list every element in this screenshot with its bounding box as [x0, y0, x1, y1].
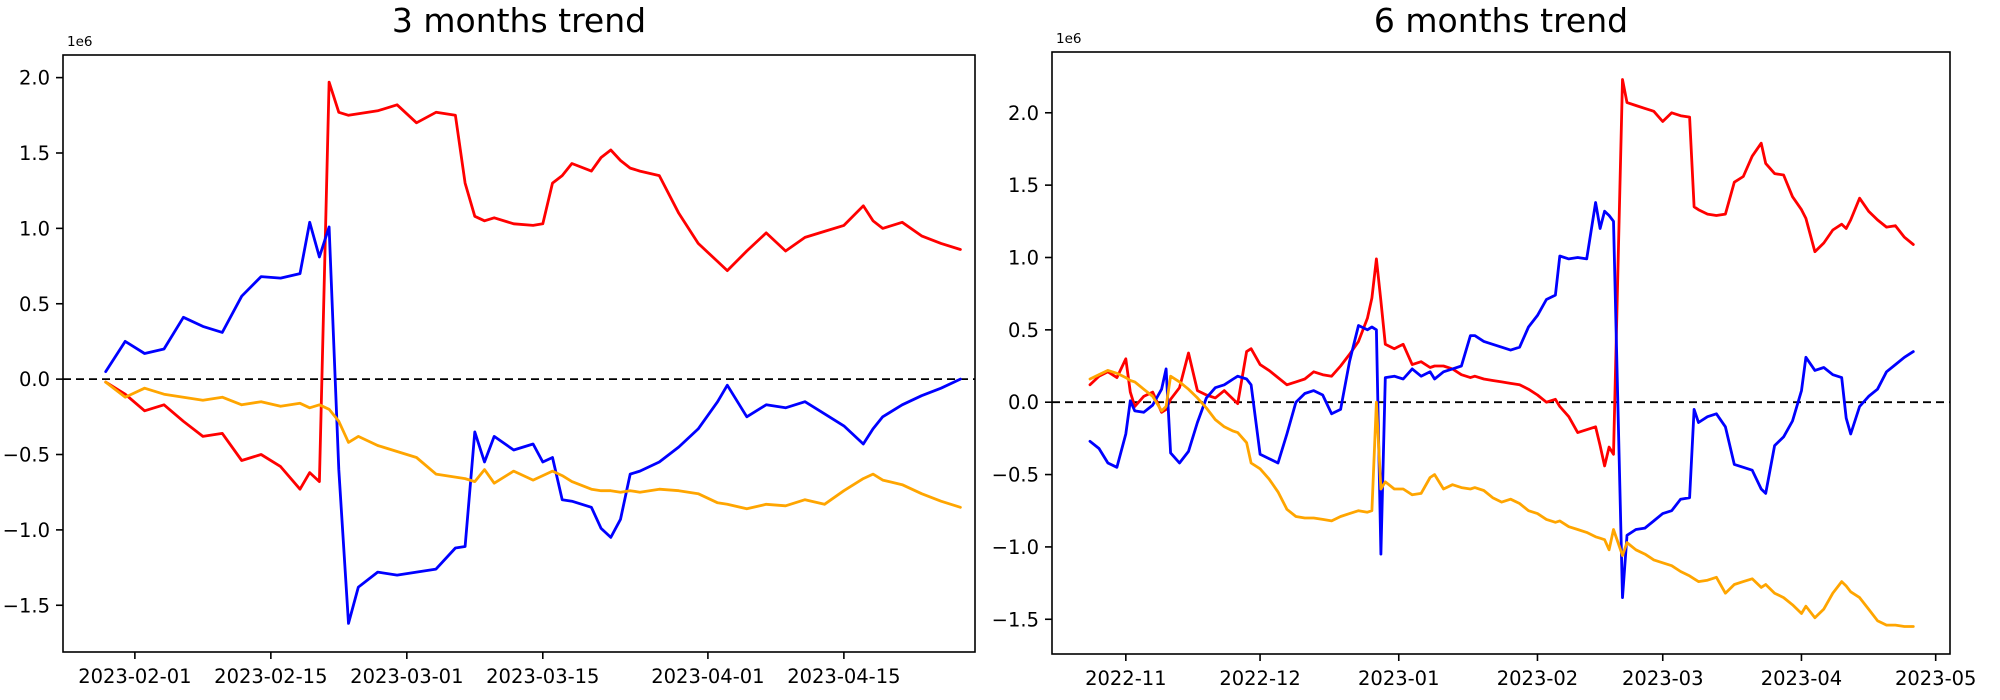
chart-3m-y-tick-label: −1.5	[3, 594, 50, 617]
chart-3m-x-tick-label: 2023-04-01	[651, 665, 764, 688]
chart-6m-x-tick-label: 2023-03	[1622, 667, 1703, 690]
chart-6m-y-tick-label: 1.5	[1008, 174, 1039, 197]
chart-6m-series-blue-line	[1088, 201, 1915, 599]
chart-3m-y-tick-label: 0.0	[19, 368, 50, 391]
chart-3m-x-tick-label: 2023-03-01	[350, 665, 463, 688]
chart-3m-y-tick-label: 1.0	[19, 217, 50, 240]
chart-6m-y-tick-label: −1.0	[992, 536, 1039, 559]
chart-3m-series-red-line	[104, 80, 962, 491]
chart-3m-plot-area: 2023-02-01 2023-02-15 2023-03-01 2023-03-15…	[3, 34, 976, 688]
chart-6m-x-axis: 2022-11 2022-12 2023-01 2023-02 2023-03 2023-…	[1085, 654, 1976, 690]
chart-6m-y-tick-label: −0.5	[992, 464, 1039, 487]
chart-6m-x-tick-label: 2023-02	[1497, 667, 1578, 690]
chart-6m-x-tick-label: 2022-11	[1085, 667, 1166, 690]
chart-6m-x-tick-label: 2023-04	[1761, 667, 1842, 690]
chart-6m-y-tick-label: 0.0	[1008, 391, 1039, 414]
chart-6m-series-orange-line	[1088, 368, 1915, 628]
chart-3m-y-tick-label: 2.0	[19, 67, 50, 90]
chart-3m-series-blue-line	[104, 220, 962, 625]
chart-6m-x-tick-label: 2023-01	[1358, 667, 1439, 690]
chart-3m-x-axis: 2023-02-01 2023-02-15 2023-03-01 2023-03-15…	[78, 652, 901, 688]
chart-6m-y-axis: 2.0 1.5 1.0 0.5 0.0 −0.5 −1.0 −1.5	[992, 102, 1052, 631]
chart-6m-title: 6 months trend	[1373, 1, 1629, 40]
chart-6m-y-tick-label: 2.0	[1008, 102, 1039, 125]
chart-6m-plot-area: 2022-11 2022-12 2023-01 2023-02 2023-03 2023-…	[992, 31, 1977, 690]
chart-6m-y-tick-label: −1.5	[992, 608, 1039, 631]
chart-3m-y-tick-label: −1.0	[3, 519, 50, 542]
chart-6m-spines	[1051, 51, 1951, 655]
chart-3m-y-offset-label: 1e6	[67, 34, 92, 50]
chart-3m-y-tick-label: 1.5	[19, 142, 50, 165]
chart-3m-x-tick-label: 2023-03-15	[486, 665, 599, 688]
chart-3m-x-tick-label: 2023-04-15	[787, 665, 900, 688]
chart-3m-y-tick-label: 0.5	[19, 293, 50, 316]
chart-3m-series-orange-line	[104, 380, 962, 511]
chart-3m-y-axis: 2.0 1.5 1.0 0.5 0.0 −0.5 −1.0 −1.5	[3, 67, 63, 617]
chart-6m-x-tick-label: 2023-05	[1895, 667, 1976, 690]
chart-3m-x-tick-label: 2023-02-01	[78, 665, 191, 688]
chart-6m-x-tick-label: 2022-12	[1219, 667, 1300, 690]
chart-3m-series	[104, 80, 962, 625]
chart-6m-y-offset-label: 1e6	[1056, 31, 1081, 47]
chart-3m-title: 3 months trend	[391, 1, 647, 40]
chart-3m-spines	[62, 54, 976, 653]
chart-3m-y-tick-label: −0.5	[3, 444, 50, 467]
chart-6m-y-tick-label: 1.0	[1008, 246, 1039, 269]
chart-6m-series-red-line	[1088, 78, 1915, 468]
chart-6m-series	[1088, 78, 1915, 628]
chart-6m-y-tick-label: 0.5	[1008, 319, 1039, 342]
chart-3m-x-tick-label: 2023-02-15	[214, 665, 327, 688]
